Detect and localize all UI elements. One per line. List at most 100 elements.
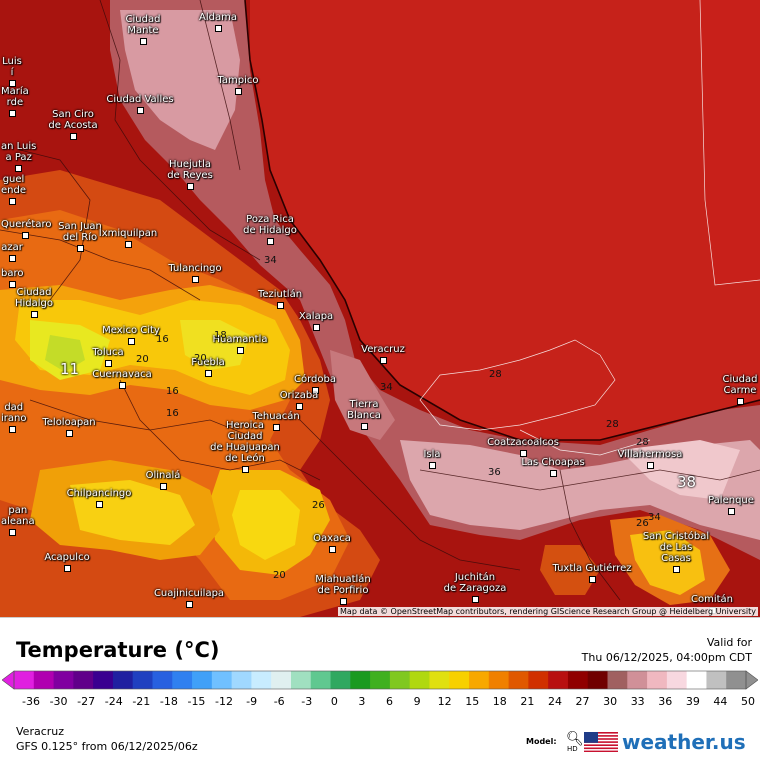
colorbar-segment xyxy=(686,671,708,689)
colorbar-segment xyxy=(14,671,35,689)
city-marker xyxy=(119,382,126,389)
contour-label: 34 xyxy=(264,255,277,266)
colorbar-tick-label: -12 xyxy=(215,695,234,708)
colorbar-segment xyxy=(192,671,213,689)
city-marker xyxy=(313,324,320,331)
contour-label: 26 xyxy=(312,500,325,511)
city-label: San Juan del Río xyxy=(58,221,102,243)
contour-label: 16 xyxy=(166,386,179,397)
colorbar-segment xyxy=(112,671,134,689)
city-label: Isla xyxy=(423,449,441,460)
model-run-info: GFS 0.125° from 06/12/2025/06z xyxy=(16,740,198,753)
city-label: Toluca xyxy=(92,347,124,358)
city-marker xyxy=(187,183,194,190)
colorbar-max-arrow xyxy=(745,670,758,690)
city-marker xyxy=(9,80,16,87)
contour-label: 20 xyxy=(136,354,149,365)
colorbar-tick-label: 27 xyxy=(575,695,590,708)
city-label: Huejutla de Reyes xyxy=(167,159,213,181)
extreme-value-label: 11 xyxy=(60,360,80,378)
city-label: Miahuatlán de Porfirio xyxy=(315,574,371,596)
city-label: Ciudad Hidalgo xyxy=(14,287,54,309)
colorbar-tick-label: 6 xyxy=(386,695,393,708)
city-marker xyxy=(215,25,222,32)
colorbar-tick-label: 39 xyxy=(685,695,700,708)
temperature-map[interactable]: Ciudad Mante Aldama Tampico Luis í María rde… xyxy=(0,0,760,617)
city-label: Tuxtla Gutiérrez xyxy=(552,563,632,574)
site-logo[interactable]: weather.us xyxy=(622,730,746,754)
colorbar-tick-label: 36 xyxy=(658,695,673,708)
city-label: Oaxaca xyxy=(313,533,351,544)
colorbar-tick-label: 12 xyxy=(437,695,452,708)
city-label: Acapulco xyxy=(44,552,90,563)
colorbar-tick-label: -3 xyxy=(301,695,313,708)
city-label: Luis í xyxy=(2,56,22,78)
city-marker xyxy=(9,255,16,262)
valid-for-label: Valid for xyxy=(706,636,752,649)
city-marker xyxy=(647,462,654,469)
colorbar-tick-label: -21 xyxy=(132,695,151,708)
city-label: Comitán xyxy=(690,594,734,605)
colorbar-segment xyxy=(132,671,154,689)
contour-label: 20 xyxy=(194,353,207,364)
colorbar-segment xyxy=(251,671,272,689)
city-label: Coatzacoalcos xyxy=(487,437,559,448)
colorbar-tick-label: 50 xyxy=(741,695,755,708)
colorbar-segment xyxy=(706,671,727,689)
map-raster xyxy=(0,0,760,617)
colorbar-segment xyxy=(647,671,668,689)
colorbar-tick-label: 3 xyxy=(358,695,366,708)
city-marker xyxy=(192,276,199,283)
colorbar-tick-label: 15 xyxy=(465,695,480,708)
colorbar-segment xyxy=(567,671,589,689)
city-label: Heroica Ciudad de Huajuapan de León xyxy=(210,420,280,464)
colorbar-tick-label: 44 xyxy=(713,695,728,708)
brand-area[interactable]: Model: 🔍︎ HD weather.us xyxy=(526,728,756,754)
city-marker xyxy=(15,165,22,172)
city-label: Villahermosa xyxy=(617,449,683,460)
colorbar-segment xyxy=(429,671,450,689)
city-marker xyxy=(186,601,193,608)
contour-label: 16 xyxy=(156,334,169,345)
city-label: Teloloapan xyxy=(42,417,96,428)
city-marker xyxy=(242,466,249,473)
colorbar-segment xyxy=(627,671,648,689)
city-marker xyxy=(520,450,527,457)
city-marker xyxy=(105,360,112,367)
city-label: San Ciro de Acosta xyxy=(48,109,98,131)
city-marker xyxy=(277,302,284,309)
city-marker xyxy=(235,88,242,95)
colorbar-tick-label: -36 xyxy=(22,695,40,708)
city-marker xyxy=(9,198,16,205)
city-marker xyxy=(9,281,16,288)
colorbar-segment xyxy=(53,671,74,689)
colorbar-tick-label: -15 xyxy=(187,695,206,708)
city-marker xyxy=(70,133,77,140)
colorbar-outline xyxy=(13,670,747,690)
city-label: Tehuacán xyxy=(252,411,300,422)
magnifier-icon[interactable]: 🔍︎ xyxy=(566,731,584,747)
colorbar-tick-label: -18 xyxy=(159,695,178,708)
colorbar-segment xyxy=(528,671,549,689)
colorbar-segment xyxy=(548,671,569,689)
colorbar-segment xyxy=(409,671,431,689)
colorbar-segment xyxy=(587,671,609,689)
city-label: Huamantla xyxy=(212,334,268,345)
colorbar-segment xyxy=(469,671,490,689)
extreme-value-label: 38 xyxy=(677,473,697,491)
colorbar-tick-label: -30 xyxy=(49,695,68,708)
colorbar-min-arrow xyxy=(2,670,15,690)
city-label: guel ende xyxy=(1,174,26,196)
colorbar-segment xyxy=(607,671,628,689)
contour-label: 16 xyxy=(166,408,179,419)
city-label: Xalapa xyxy=(298,311,334,322)
city-marker xyxy=(429,462,436,469)
city-label: Mexico City xyxy=(102,325,160,336)
contour-label: 28 xyxy=(489,369,502,380)
city-label: an Luis a Paz xyxy=(1,141,37,163)
colorbar-segment xyxy=(449,671,470,689)
city-marker xyxy=(77,245,84,252)
city-marker xyxy=(96,501,103,508)
colorbar-segment xyxy=(271,671,292,689)
city-label: Tampico xyxy=(217,75,259,86)
